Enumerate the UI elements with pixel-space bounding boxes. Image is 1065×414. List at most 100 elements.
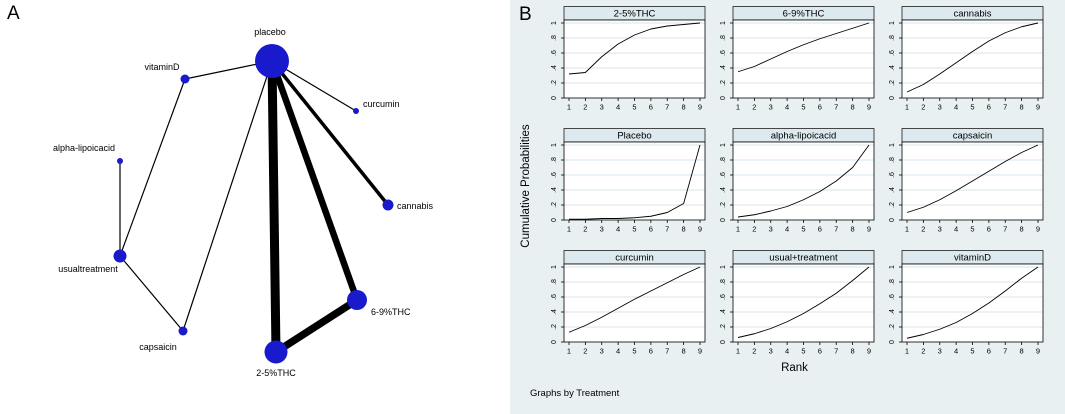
cumulative-probability-curve	[737, 266, 870, 338]
x-tick-label: 9	[698, 103, 702, 112]
panel-a-label: A	[7, 3, 20, 24]
y-tick-label: 1	[889, 143, 896, 147]
network-edge	[273, 296, 360, 356]
y-tick-label: 0	[889, 218, 896, 222]
x-tick-label: 4	[616, 347, 620, 356]
x-tick-label: 5	[970, 225, 974, 234]
x-tick-label: 6	[987, 347, 991, 356]
x-tick-label: 6	[987, 225, 991, 234]
network-edge	[119, 255, 184, 332]
network-node-label: placebo	[254, 27, 286, 37]
x-tick-label: 9	[698, 347, 702, 356]
x-tick-label: 2	[921, 347, 925, 356]
y-tick-label: .8	[889, 279, 896, 285]
subplot-2-5%THC: 2-5%THC 0 .2 .4 .6 .8 1 1 2 3 4 5 6 7 8 9	[544, 6, 707, 116]
x-tick-label: 1	[736, 347, 740, 356]
caption: Graphs by Treatment	[530, 388, 620, 399]
x-tick-label: 6	[649, 347, 653, 356]
network-node-label: capsaicin	[139, 342, 177, 352]
network-edge	[182, 60, 273, 332]
subplot-title: curcumin	[615, 253, 654, 264]
cumulative-probability-curve	[569, 144, 701, 220]
x-tick-label: 5	[801, 103, 805, 112]
x-tick-label: 4	[785, 225, 789, 234]
subplot-grid: 2-5%THC 0 .2 .4 .6 .8 1 1 2 3 4 5 6 7 8 9 6-9%THC 0 .2 .4 .6…	[544, 6, 1045, 360]
x-tick-label: 2	[583, 347, 587, 356]
x-tick-label: 6	[649, 225, 653, 234]
x-tick-label: 3	[938, 347, 942, 356]
network-edge	[119, 78, 186, 257]
y-tick-label: .2	[889, 202, 896, 208]
x-tick-label: 3	[600, 225, 604, 234]
y-tick-label: 1	[551, 143, 558, 147]
x-tick-label: 7	[1003, 103, 1007, 112]
x-axis-title: Rank	[781, 362, 808, 374]
x-tick-label: 5	[801, 225, 805, 234]
panel-a: A placebo vitaminD curcumin alpha-lipoicaci…	[0, 0, 510, 414]
x-tick-label: 4	[954, 103, 958, 112]
subplot-capsaicin: capsaicin 0 .2 .4 .6 .8 1 1 2 3 4 5 6 7 8 9	[882, 128, 1045, 238]
y-tick-label: .2	[889, 324, 896, 330]
x-tick-label: 4	[954, 225, 958, 234]
network-node	[353, 108, 359, 114]
x-tick-label: 2	[752, 103, 756, 112]
network-node	[347, 290, 367, 310]
y-tick-label: .4	[551, 187, 558, 193]
y-tick-label: 0	[551, 96, 558, 100]
network-node-label: curcumin	[363, 99, 400, 109]
plot-area	[733, 20, 874, 98]
y-tick-label: 0	[720, 96, 727, 100]
cumulative-probability-curve	[906, 22, 1039, 93]
panel-b: B Cumulative Probabilities 2-5%THC 0 .2 .4.…	[510, 0, 1065, 414]
x-tick-label: 1	[905, 347, 909, 356]
network-node	[264, 340, 288, 364]
x-tick-label: 8	[851, 347, 855, 356]
subplot-curcumin: curcumin 0 .2 .4 .6 .8 1 1 2 3 4 5 6 7 8 9	[544, 250, 707, 360]
network-node	[178, 326, 188, 336]
x-tick-label: 2	[752, 225, 756, 234]
x-tick-label: 1	[736, 103, 740, 112]
x-tick-label: 5	[801, 347, 805, 356]
y-tick-label: 1	[720, 143, 727, 147]
network-node-label: 6-9%THC	[371, 307, 411, 317]
plot-area	[733, 142, 874, 220]
y-tick-label: 1	[551, 21, 558, 25]
y-tick-label: 0	[889, 340, 896, 344]
x-tick-label: 4	[785, 347, 789, 356]
x-tick-label: 3	[769, 225, 773, 234]
plot-area	[902, 264, 1043, 342]
x-tick-label: 8	[682, 225, 686, 234]
network-edge	[267, 60, 281, 353]
x-tick-label: 1	[905, 225, 909, 234]
x-tick-label: 1	[905, 103, 909, 112]
subplot-usual+treatment: usual+treatment 0 .2 .4 .6 .8 1 1 2 3 4 5 6 7 8 9	[713, 250, 876, 360]
x-tick-label: 2	[752, 347, 756, 356]
y-tick-label: 0	[551, 340, 558, 344]
x-tick-label: 1	[567, 347, 571, 356]
plot-area	[564, 20, 705, 98]
y-tick-label: .8	[889, 35, 896, 41]
network-plot: placebo vitaminD curcumin alpha-lipoicacid c…	[53, 27, 434, 378]
x-tick-label: 9	[867, 225, 871, 234]
y-tick-label: .4	[889, 187, 896, 193]
x-tick-label: 7	[834, 225, 838, 234]
network-node-label: 2-5%THC	[256, 368, 296, 378]
x-tick-label: 3	[600, 103, 604, 112]
y-tick-label: .8	[720, 35, 727, 41]
x-tick-label: 3	[769, 347, 773, 356]
x-tick-label: 5	[632, 225, 636, 234]
x-tick-label: 6	[818, 225, 822, 234]
y-tick-label: .6	[889, 172, 896, 178]
cumulative-probability-curve	[737, 22, 870, 73]
x-tick-label: 8	[682, 103, 686, 112]
x-tick-label: 7	[1003, 225, 1007, 234]
cumulative-probability-curve	[906, 266, 1039, 339]
subplot-alpha-lipoicacid: alpha-lipoicacid 0 .2 .4 .6 .8 1 1 2 3 4 5 6 7 8 9	[713, 128, 876, 238]
y-tick-label: .2	[551, 202, 558, 208]
x-tick-label: 9	[1036, 347, 1040, 356]
y-tick-label: .4	[889, 65, 896, 71]
y-tick-label: .2	[720, 202, 727, 208]
network-edge	[270, 59, 390, 207]
cumulative-probability-curve	[568, 266, 701, 333]
network-node-label: vitaminD	[144, 62, 180, 72]
